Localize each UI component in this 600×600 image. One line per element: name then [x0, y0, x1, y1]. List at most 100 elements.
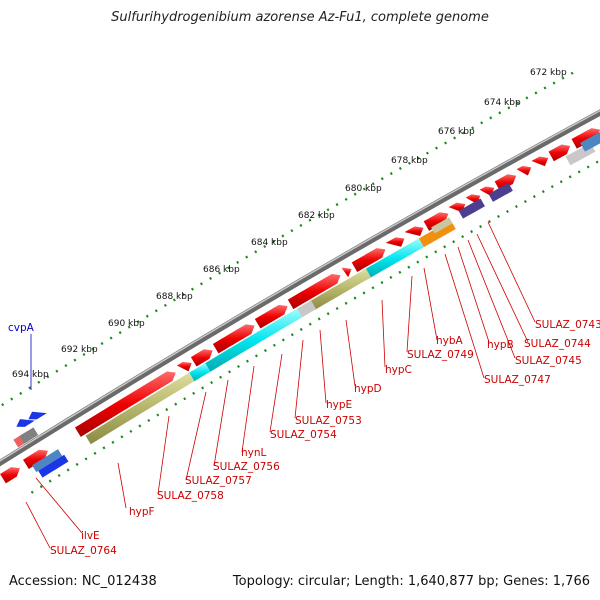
gene-label-SULAZ_0745: SULAZ_0745 — [515, 355, 582, 367]
gene-label-SULAZ_0754: SULAZ_0754 — [270, 429, 337, 441]
gene-cyan-SULAZ_0757 — [188, 363, 211, 382]
kbp-tick — [64, 364, 68, 368]
feature-tick — [407, 265, 411, 269]
kbp-tick — [136, 320, 140, 324]
gene-cyan-hypC — [362, 238, 424, 280]
feature-tick — [380, 281, 384, 285]
gene-label-hybA: hybA — [436, 335, 464, 347]
gene-label-hynL: hynL — [241, 447, 267, 459]
feature-tick — [272, 343, 276, 347]
feature-tick — [75, 462, 79, 466]
gene-label-SULAZ_0749: SULAZ_0749 — [407, 349, 474, 361]
kbp-tick — [435, 146, 438, 150]
gene-olive-hypF — [85, 372, 195, 445]
feature-tick — [147, 418, 151, 422]
feature-tick — [389, 275, 393, 279]
kbp-tick — [534, 91, 538, 95]
kbp-tick — [353, 192, 357, 196]
gene-forward-11 — [385, 237, 405, 247]
feature-tick — [541, 190, 545, 194]
gene-label-SULAZ_0756: SULAZ_0756 — [213, 461, 280, 473]
gene-olive-hypE — [309, 268, 371, 311]
kbp-tick — [281, 234, 285, 238]
kbp-tick — [200, 282, 203, 286]
kbp-tick — [263, 244, 267, 249]
gene-forward-10 — [404, 226, 424, 236]
accession-text: Accession: NC_012438 — [9, 574, 157, 589]
feature-tick — [129, 429, 133, 433]
kbp-label-674: 674 kbp — [484, 98, 521, 108]
feature-tick — [120, 435, 124, 439]
feature-tick — [48, 479, 52, 483]
kbp-tick — [543, 86, 547, 90]
highlighted-gene-track — [32, 132, 600, 478]
gene-label-hypC: hypC — [385, 364, 412, 376]
kbp-tick — [245, 255, 249, 259]
gene-forward-18 — [176, 361, 192, 372]
forward-gene-track — [0, 123, 600, 484]
feature-tick — [497, 214, 500, 219]
gene-label-hypF: hypF — [129, 506, 155, 518]
kbp-tick — [380, 177, 384, 181]
feature-tick — [138, 424, 142, 428]
kbp-tick — [91, 347, 95, 351]
gene-label-SULAZ_0753: SULAZ_0753 — [295, 415, 362, 427]
kbp-tick — [19, 391, 23, 395]
feature-tick — [586, 165, 590, 169]
kbp-label-682: 682 kbp — [298, 211, 335, 221]
feature-tick — [165, 408, 169, 412]
feature-tick — [57, 473, 61, 478]
gene-label-ilvE: ilvE — [81, 530, 100, 542]
gene-label-hypD: hypD — [354, 383, 382, 395]
kbp-tick — [55, 369, 59, 373]
kbp-tick — [407, 161, 411, 165]
feature-tick — [398, 270, 402, 274]
gene-grey-SULAZ_0753 — [297, 300, 317, 318]
feature-tick — [577, 170, 581, 174]
feature-tick — [263, 349, 267, 353]
feature-tick — [595, 160, 599, 164]
kbp-tick — [335, 203, 339, 207]
gene-label-cvpA: cvpA — [8, 322, 35, 334]
gene-blue-rev-2 — [28, 411, 47, 420]
kbp-label-688: 688 kbp — [156, 292, 193, 302]
gene-label-SULAZ_0747: SULAZ_0747 — [484, 374, 551, 386]
kbp-tick — [317, 213, 321, 217]
gene-forward-17 — [190, 349, 213, 367]
kbp-tick — [371, 182, 375, 186]
feature-tick — [559, 180, 563, 184]
kbp-tick — [172, 298, 176, 302]
kbp-tick — [46, 375, 50, 379]
kbp-tick-track — [1, 71, 574, 407]
gene-forward-16 — [212, 324, 255, 354]
gene-forward-9 — [423, 212, 449, 231]
feature-tick — [326, 312, 330, 316]
kbp-tick — [254, 250, 258, 254]
gene-grey-rev — [19, 427, 39, 444]
kbp-tick — [498, 111, 502, 115]
kbp-label-694: 694 kbp — [12, 370, 49, 380]
kbp-tick — [453, 136, 457, 140]
page-title: Sulfurihydrogenibium azorense Az-Fu1, co… — [111, 10, 489, 25]
feature-tick — [201, 386, 205, 390]
feature-tick — [550, 185, 554, 189]
feature-tick — [353, 296, 357, 300]
feature-tick — [281, 338, 285, 342]
kbp-tick — [37, 380, 41, 384]
feature-tick — [66, 468, 70, 472]
feature-tick — [568, 175, 572, 179]
kbp-tick — [1, 403, 5, 407]
feature-tick — [505, 209, 509, 214]
gene-label-SULAZ_0743: SULAZ_0743 — [535, 319, 600, 331]
kbp-tick — [290, 229, 294, 233]
kbp-tick — [480, 121, 484, 125]
kbp-tick — [308, 218, 312, 222]
feature-tick — [174, 402, 178, 406]
gene-cyan-hynL — [204, 308, 303, 373]
gene-purple-SULAZ_0744 — [488, 182, 513, 202]
kbp-tick — [154, 309, 158, 313]
kbp-tick — [272, 239, 276, 243]
kbp-label-686: 686 kbp — [203, 265, 240, 275]
feature-tick — [192, 391, 196, 395]
